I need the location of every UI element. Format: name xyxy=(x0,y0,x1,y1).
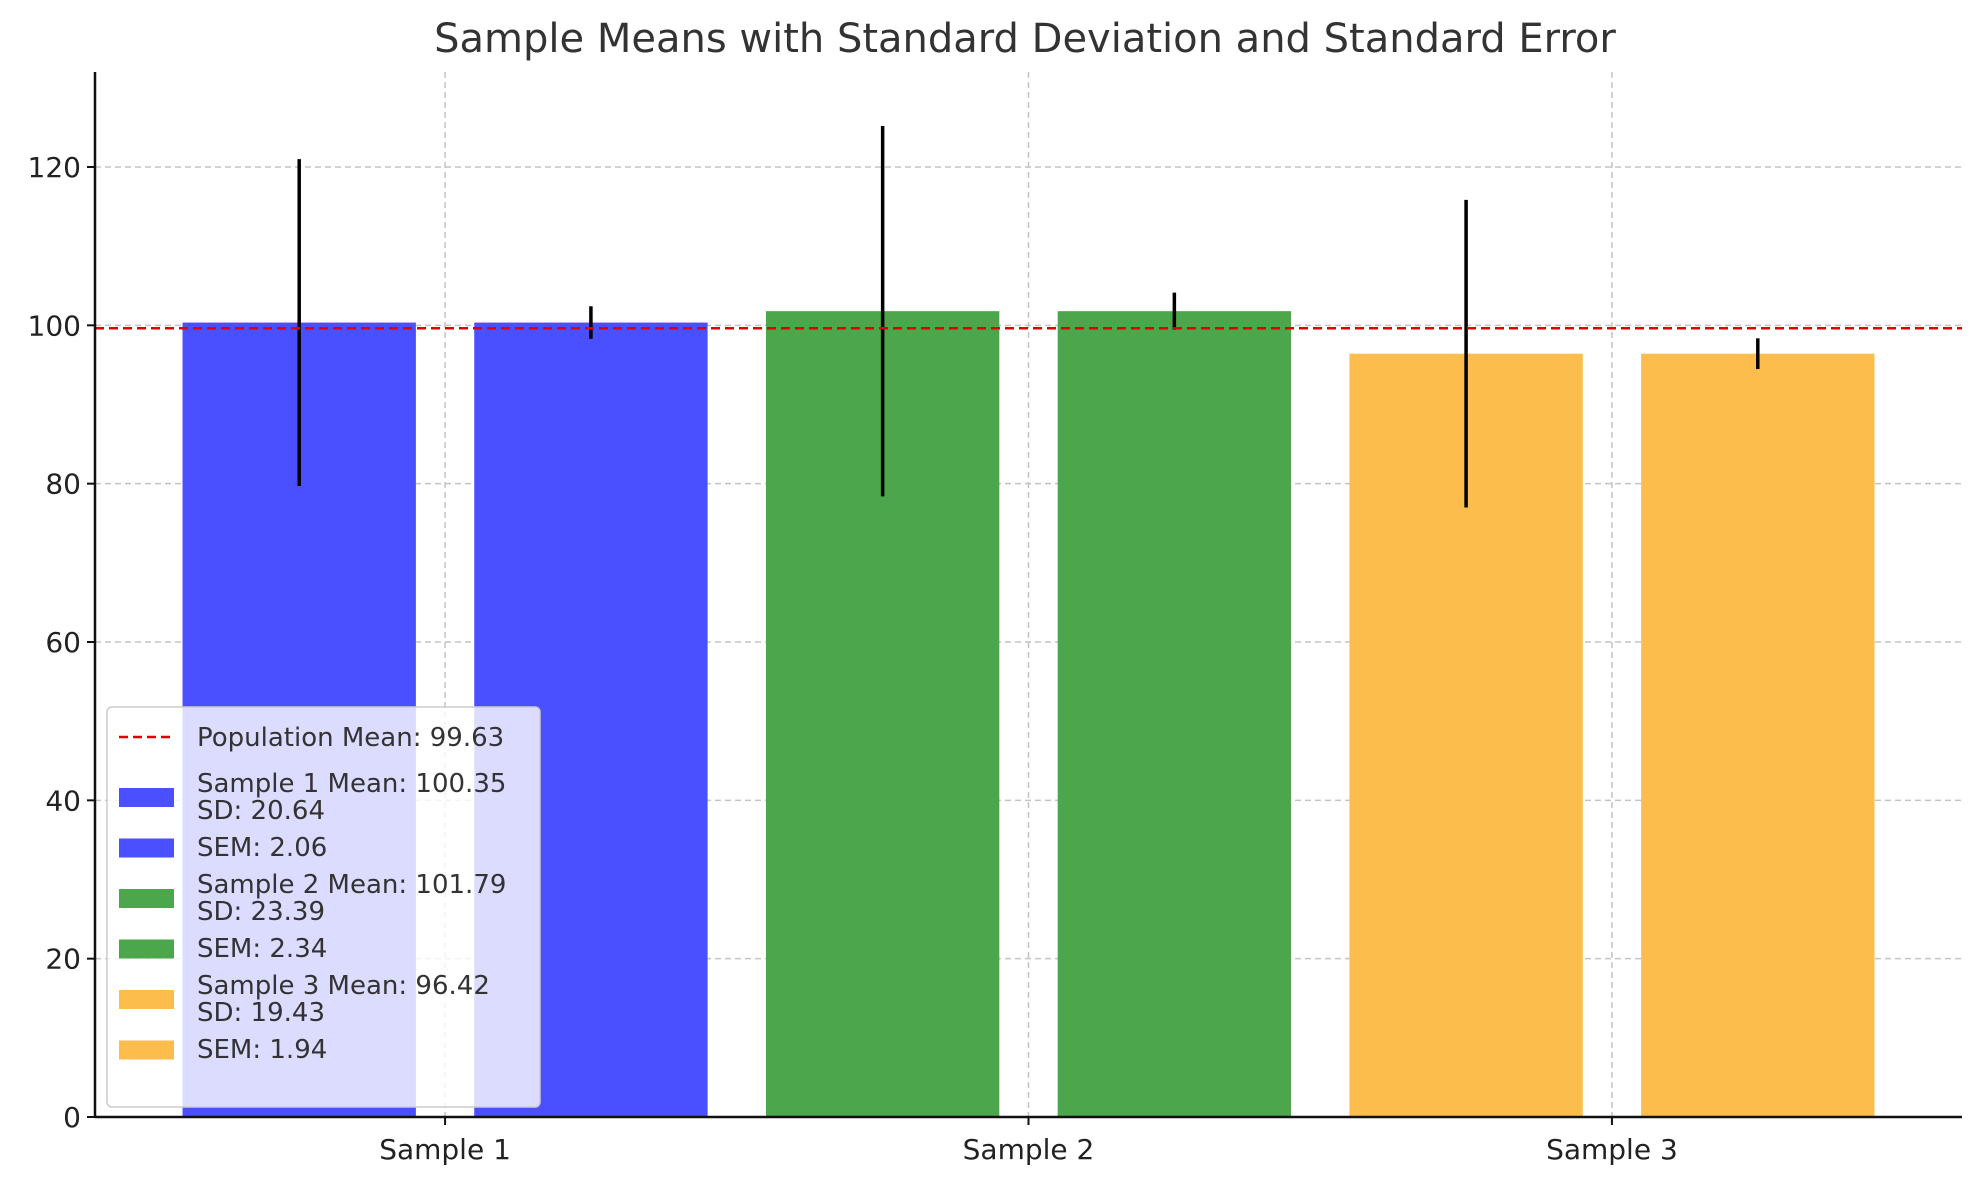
y-tick-label: 60 xyxy=(45,626,81,659)
legend-label: SEM: 2.06 xyxy=(197,833,327,863)
error-bars xyxy=(297,125,1760,508)
legend-label: SEM: 2.34 xyxy=(197,934,327,964)
x-tick-label: Sample 3 xyxy=(1546,1133,1678,1166)
y-tick-label: 100 xyxy=(28,309,81,342)
legend-label: SD: 19.43 xyxy=(197,998,325,1028)
legend-swatch xyxy=(119,1040,174,1060)
y-tick-label: 80 xyxy=(45,468,81,501)
legend: Population Mean: 99.63 Sample 1 Mean: 100… xyxy=(106,706,541,1108)
axes: 0 20 40 60 80 100 120 Sample 1 Sample 2 Sample 3 xyxy=(28,72,1962,1166)
legend-swatch xyxy=(119,788,174,807)
bar xyxy=(1641,353,1875,1117)
legend-label: Sample 2 Mean: 101.79 xyxy=(197,870,506,900)
legend-label: Sample 1 Mean: 100.35 xyxy=(197,769,506,799)
chart-title: Sample Means with Standard Deviation and… xyxy=(434,16,1616,62)
legend-swatch xyxy=(119,939,174,959)
y-tick-label: 20 xyxy=(45,943,81,976)
x-tick-label: Sample 1 xyxy=(379,1133,511,1166)
y-tick-label: 0 xyxy=(63,1101,81,1134)
legend-box xyxy=(106,706,541,1108)
legend-swatch xyxy=(119,990,174,1009)
legend-label: SEM: 1.94 xyxy=(197,1035,327,1065)
y-tick-label: 120 xyxy=(28,151,81,184)
legend-label: Population Mean: 99.63 xyxy=(197,723,504,753)
legend-label: SD: 23.39 xyxy=(197,897,325,927)
legend-label: SD: 20.64 xyxy=(197,796,325,826)
legend-label: Sample 3 Mean: 96.42 xyxy=(197,971,490,1001)
legend-swatch xyxy=(119,838,174,858)
x-tick-label: Sample 2 xyxy=(963,1133,1095,1166)
y-tick-label: 40 xyxy=(45,784,81,817)
bar xyxy=(1057,311,1292,1118)
legend-swatch xyxy=(119,889,174,908)
